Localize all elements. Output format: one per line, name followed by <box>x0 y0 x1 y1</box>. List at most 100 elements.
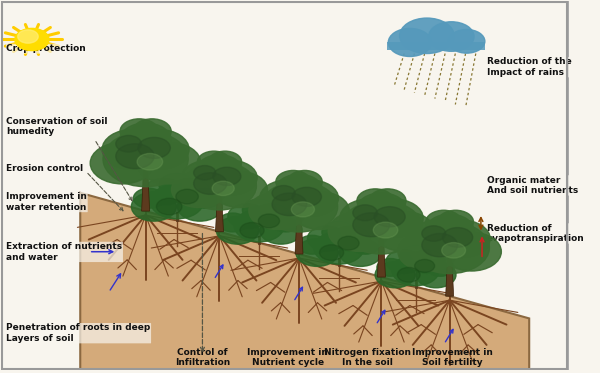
Circle shape <box>364 199 423 237</box>
Circle shape <box>397 267 420 282</box>
Circle shape <box>442 242 466 258</box>
Circle shape <box>208 151 242 173</box>
Text: Nitrogen fixation
In the soil: Nitrogen fixation In the soil <box>324 348 411 367</box>
Circle shape <box>272 185 295 201</box>
Circle shape <box>276 174 322 204</box>
Text: Organic mater
And soil nutrients: Organic mater And soil nutrients <box>487 176 578 195</box>
Text: Extraction of nutrients
and water: Extraction of nutrients and water <box>7 242 122 261</box>
Circle shape <box>292 202 314 217</box>
Polygon shape <box>377 233 385 277</box>
Circle shape <box>433 220 490 257</box>
Circle shape <box>194 173 227 194</box>
Circle shape <box>90 142 154 184</box>
Circle shape <box>197 151 230 173</box>
Circle shape <box>169 178 210 205</box>
Circle shape <box>415 260 434 272</box>
Circle shape <box>271 213 301 232</box>
Circle shape <box>292 187 322 206</box>
Circle shape <box>398 232 458 271</box>
Circle shape <box>374 207 405 227</box>
Polygon shape <box>215 191 223 232</box>
Circle shape <box>296 239 338 266</box>
Circle shape <box>131 192 176 221</box>
Circle shape <box>351 235 380 254</box>
Circle shape <box>416 262 456 288</box>
Circle shape <box>133 119 171 144</box>
Text: Improvement in
Nutrient cycle: Improvement in Nutrient cycle <box>247 348 328 367</box>
Text: Erosion control: Erosion control <box>7 164 83 173</box>
Polygon shape <box>446 253 454 296</box>
Circle shape <box>194 166 216 180</box>
Circle shape <box>373 211 434 251</box>
Circle shape <box>120 123 171 156</box>
Circle shape <box>258 214 280 228</box>
Circle shape <box>388 28 431 56</box>
Circle shape <box>157 198 182 215</box>
Circle shape <box>218 213 247 232</box>
Circle shape <box>116 135 142 152</box>
Circle shape <box>272 193 307 216</box>
Circle shape <box>228 204 266 229</box>
Circle shape <box>252 204 290 229</box>
Circle shape <box>172 172 227 207</box>
Text: Improvement in
Soil fertility: Improvement in Soil fertility <box>412 348 493 367</box>
Text: Reduction of the
Impact of rains: Reduction of the Impact of rains <box>487 57 571 77</box>
Circle shape <box>438 210 473 233</box>
Circle shape <box>369 189 406 213</box>
Circle shape <box>287 170 322 193</box>
Text: Control of
Infiltration: Control of Infiltration <box>175 348 230 367</box>
Text: Penetration of roots in deep
Layers of soil: Penetration of roots in deep Layers of s… <box>7 323 151 343</box>
Circle shape <box>15 28 49 51</box>
Circle shape <box>190 188 220 208</box>
Circle shape <box>409 220 466 257</box>
Circle shape <box>260 216 302 244</box>
Circle shape <box>116 144 154 169</box>
Circle shape <box>178 192 223 221</box>
Circle shape <box>377 258 404 276</box>
Circle shape <box>410 222 490 274</box>
Circle shape <box>328 211 389 251</box>
Circle shape <box>375 262 415 288</box>
Polygon shape <box>387 43 485 50</box>
Circle shape <box>182 162 256 210</box>
Circle shape <box>143 178 185 205</box>
Polygon shape <box>142 164 149 211</box>
Circle shape <box>422 226 446 241</box>
Circle shape <box>159 173 195 197</box>
Circle shape <box>292 192 349 229</box>
Circle shape <box>357 189 394 213</box>
Text: Reduction of
evapotranspiration: Reduction of evapotranspiration <box>487 224 584 243</box>
Circle shape <box>373 222 398 238</box>
Circle shape <box>357 193 406 225</box>
Circle shape <box>102 129 164 169</box>
Circle shape <box>307 226 346 251</box>
FancyBboxPatch shape <box>1 1 569 370</box>
Circle shape <box>260 182 338 232</box>
Circle shape <box>341 201 422 254</box>
Circle shape <box>426 214 473 245</box>
Circle shape <box>283 180 338 216</box>
Circle shape <box>242 199 276 221</box>
Circle shape <box>176 189 199 204</box>
Circle shape <box>400 18 454 53</box>
Circle shape <box>298 235 327 254</box>
Circle shape <box>133 188 164 208</box>
Circle shape <box>353 213 389 237</box>
Circle shape <box>314 232 364 264</box>
Circle shape <box>428 22 474 51</box>
Text: Improvement in
water retention: Improvement in water retention <box>7 192 87 212</box>
Circle shape <box>197 155 242 184</box>
Circle shape <box>249 192 307 229</box>
Circle shape <box>422 233 458 257</box>
Circle shape <box>340 239 382 266</box>
Circle shape <box>340 199 398 237</box>
Circle shape <box>353 205 377 221</box>
Circle shape <box>18 30 38 43</box>
Circle shape <box>442 228 473 247</box>
Circle shape <box>103 131 188 187</box>
Circle shape <box>150 184 203 219</box>
Circle shape <box>182 160 235 195</box>
Circle shape <box>392 255 439 286</box>
Text: Crop protection: Crop protection <box>7 44 86 53</box>
Circle shape <box>212 172 268 207</box>
